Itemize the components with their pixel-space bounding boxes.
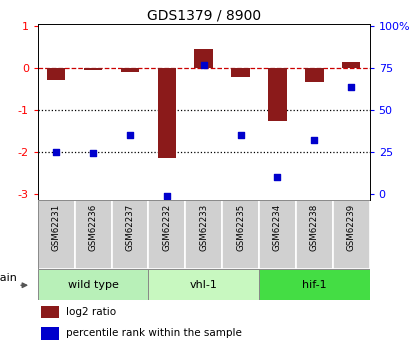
Bar [296,200,333,269]
Text: GSM62236: GSM62236 [89,204,97,251]
Bar [259,200,296,269]
Text: GSM62239: GSM62239 [346,204,356,251]
Text: GSM62238: GSM62238 [310,204,319,251]
Bar [342,62,360,68]
Point [237,132,244,138]
Bar [185,200,222,269]
Text: strain: strain [0,273,17,283]
Text: GSM62231: GSM62231 [52,204,61,251]
Bar [158,68,176,158]
Bar [305,68,323,81]
Bar [41,327,59,339]
Text: log2 ratio: log2 ratio [66,307,116,317]
Bar [148,200,185,269]
Bar [112,200,148,269]
Text: vhl-1: vhl-1 [190,280,218,289]
Text: GSM62234: GSM62234 [273,204,282,251]
Bar [222,200,259,269]
Point [200,62,207,68]
Title: GDS1379 / 8900: GDS1379 / 8900 [147,9,261,23]
Bar [231,68,250,77]
Bar [148,269,259,300]
Text: hif-1: hif-1 [302,280,327,289]
Point [348,84,354,90]
Bar [47,68,66,80]
Bar [84,68,102,70]
Bar [259,269,370,300]
Point [126,132,133,138]
Text: wild type: wild type [68,280,118,289]
Text: GSM62237: GSM62237 [126,204,134,251]
Bar [333,200,370,269]
Bar [121,68,139,72]
Bar [194,49,213,68]
Point [311,137,318,143]
Text: percentile rank within the sample: percentile rank within the sample [66,328,242,338]
Text: GSM62233: GSM62233 [199,204,208,251]
Point [90,150,97,156]
Point [163,193,170,199]
Bar [268,68,287,120]
Bar [41,306,59,318]
Bar [75,200,112,269]
Point [274,174,281,180]
Text: GSM62235: GSM62235 [236,204,245,251]
Text: GSM62232: GSM62232 [163,204,171,251]
Point [53,149,60,155]
Bar [38,200,75,269]
Bar [38,269,148,300]
